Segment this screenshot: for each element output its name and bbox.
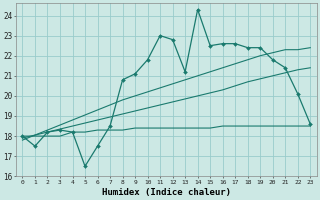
X-axis label: Humidex (Indice chaleur): Humidex (Indice chaleur): [102, 188, 231, 197]
